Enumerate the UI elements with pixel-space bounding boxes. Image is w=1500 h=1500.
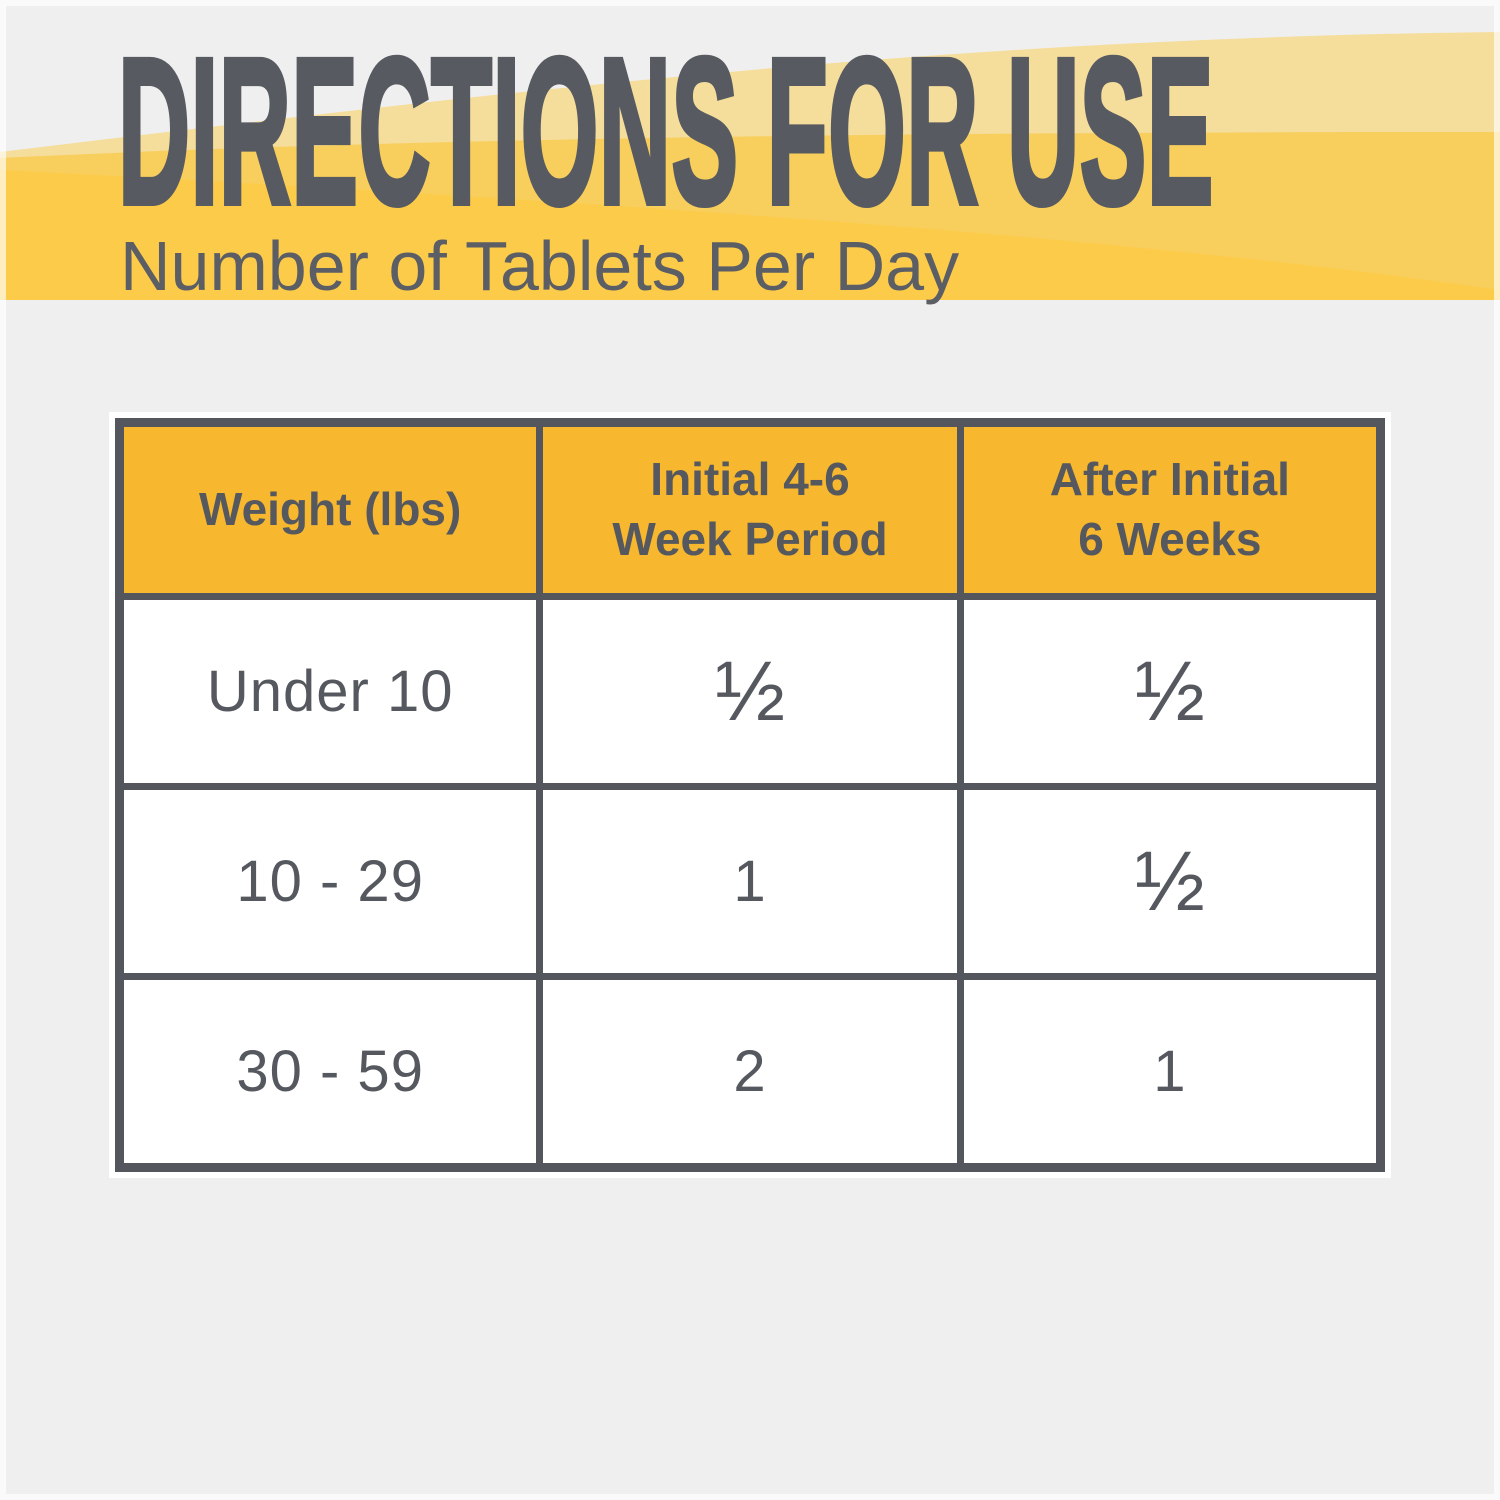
page-subtitle: Number of Tablets Per Day <box>120 227 960 305</box>
cell-initial-dose: 1 <box>536 783 964 980</box>
cell-initial-dose: 2 <box>536 973 964 1171</box>
wave-bright-layer <box>0 170 1500 300</box>
cell-weight-range: Under 10 <box>115 593 544 790</box>
page-title: DIRECTIONS FOR USE <box>117 16 1215 248</box>
cell-after-dose: ½ <box>956 783 1385 980</box>
cell-initial-dose: ½ <box>536 593 964 790</box>
cell-after-dose: ½ <box>956 593 1385 790</box>
cell-weight-range: 30 - 59 <box>115 973 544 1171</box>
dosage-table: Weight (lbs) Initial 4-6 Week Period Aft… <box>115 418 1385 1172</box>
header-cell-weight: Weight (lbs) <box>115 419 544 600</box>
footer-wave-graphic <box>0 32 1500 300</box>
table-header-row: Weight (lbs) Initial 4-6 Week Period Aft… <box>115 419 1385 600</box>
table-row: 10 - 29 1 ½ <box>115 783 1385 980</box>
table-row: Under 10 ½ ½ <box>115 593 1385 790</box>
cell-after-dose: 1 <box>956 973 1385 1171</box>
header-cell-after-initial: After Initial 6 Weeks <box>956 419 1385 600</box>
cell-weight-range: 10 - 29 <box>115 783 544 980</box>
table-row: 30 - 59 2 1 <box>115 973 1385 1171</box>
header-cell-initial-period: Initial 4-6 Week Period <box>536 419 964 600</box>
